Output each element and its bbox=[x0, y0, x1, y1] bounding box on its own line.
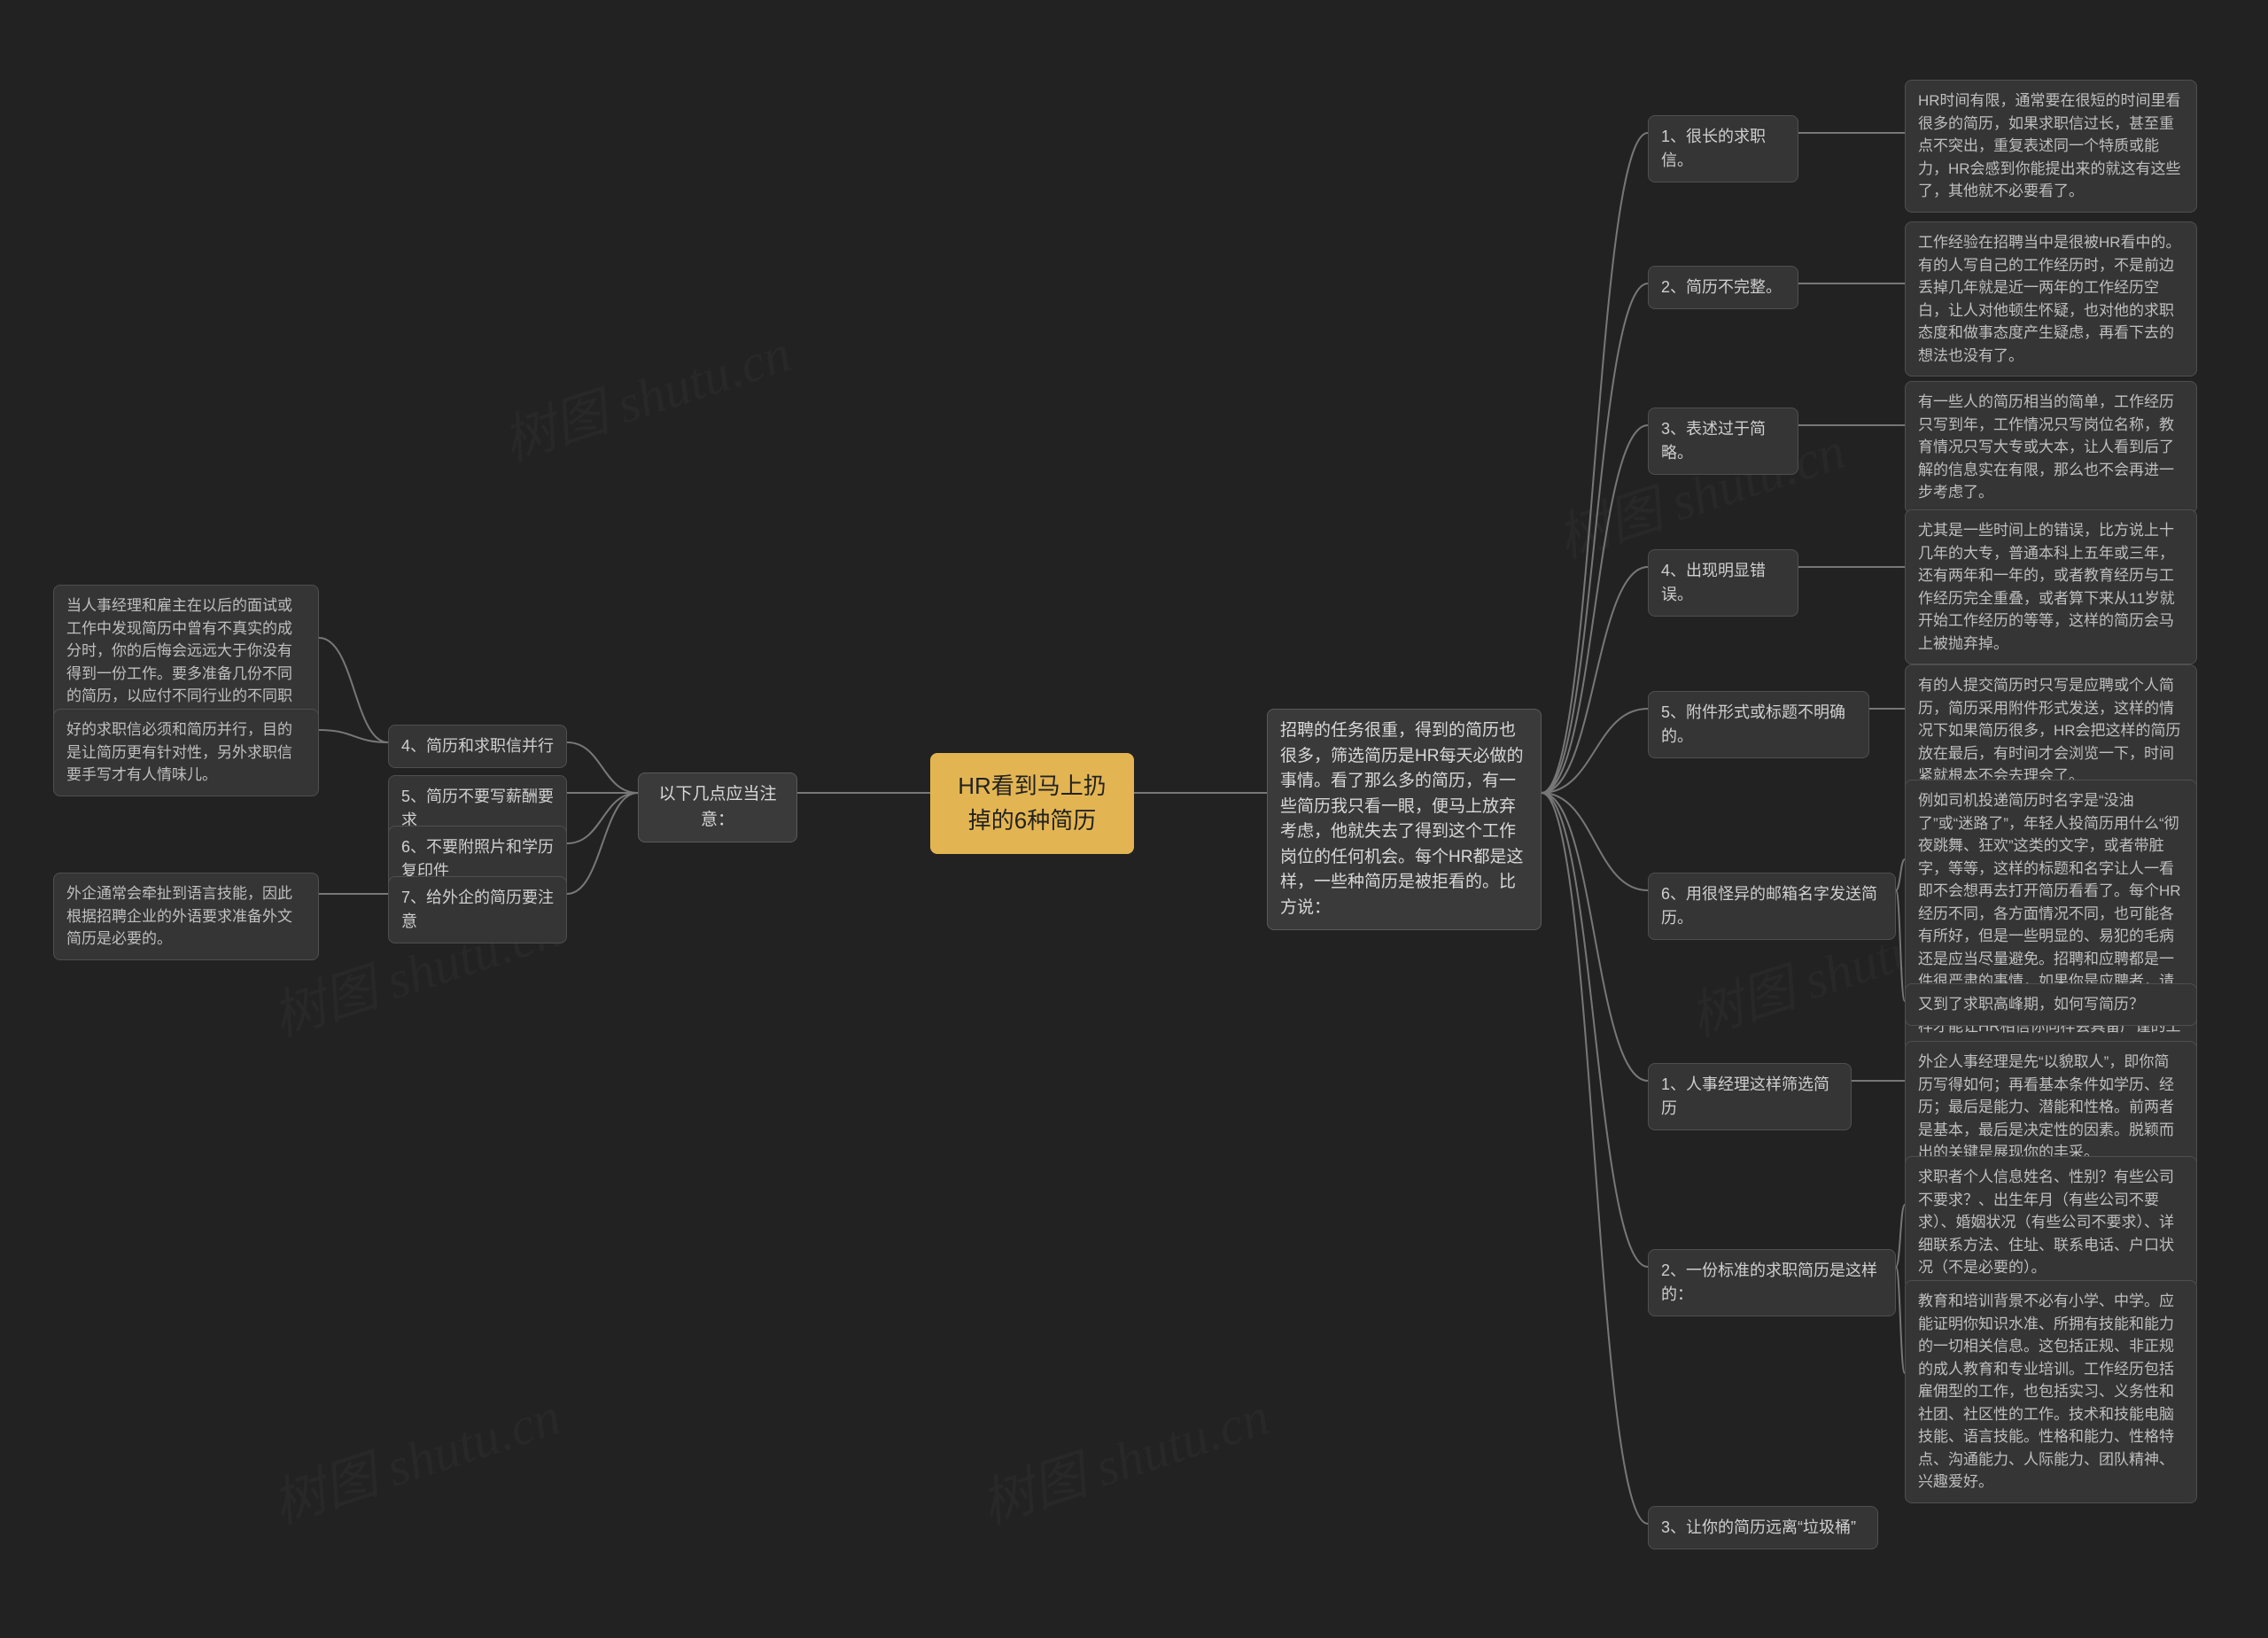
right-detail-7a: 外企人事经理是先“以貌取人”，即你简历写得如何；再看基本条件如学历、经历；最后是… bbox=[1905, 1041, 2197, 1174]
right-detail-4a: 尤其是一些时间上的错误，比方说上十几年的大专，普通本科上五年或三年，还有两年和一… bbox=[1905, 509, 2197, 664]
right-item-8[interactable]: 2、一份标准的求职简历是这样的： bbox=[1648, 1249, 1896, 1316]
right-item-3[interactable]: 3、表述过于简略。 bbox=[1648, 408, 1798, 475]
right-detail-8a: 求职者个人信息姓名、性别？有些公司不要求？、出生年月（有些公司不要求）、婚姻状况… bbox=[1905, 1156, 2197, 1289]
left-item-7[interactable]: 7、给外企的简历要注意 bbox=[388, 876, 567, 943]
right-detail-6b: 又到了求职高峰期，如何写简历？ bbox=[1905, 983, 2197, 1026]
watermark: 树图 shutu.cn bbox=[261, 1373, 569, 1539]
right-detail-1a: HR时间有限，通常要在很短的时间里看很多的简历，如果求职信过长，甚至重点不突出，… bbox=[1905, 80, 2197, 213]
root-node[interactable]: HR看到马上扔掉的6种简历 bbox=[930, 753, 1134, 854]
right-item-9[interactable]: 3、让你的简历远离“垃圾桶” bbox=[1648, 1506, 1878, 1549]
left-detail-7a: 外企通常会牵扯到语言技能，因此根据招聘企业的外语要求准备外文简历是必要的。 bbox=[53, 873, 319, 960]
left-branch-title[interactable]: 以下几点应当注意： bbox=[638, 772, 797, 842]
left-item-4[interactable]: 4、简历和求职信并行 bbox=[388, 725, 567, 768]
right-detail-2a: 工作经验在招聘当中是很被HR看中的。有的人写自己的工作经历时，不是前边丢掉几年就… bbox=[1905, 221, 2197, 377]
right-branch-title[interactable]: 招聘的任务很重，得到的简历也很多，筛选简历是HR每天必做的事情。看了那么多的简历… bbox=[1267, 709, 1542, 930]
right-detail-8b: 教育和培训背景不必有小学、中学。应能证明你知识水准、所拥有技能和能力的一切相关信… bbox=[1905, 1280, 2197, 1503]
right-item-2[interactable]: 2、简历不完整。 bbox=[1648, 266, 1798, 309]
right-item-5[interactable]: 5、附件形式或标题不明确的。 bbox=[1648, 691, 1869, 758]
right-item-6[interactable]: 6、用很怪异的邮箱名字发送简历。 bbox=[1648, 873, 1896, 940]
right-item-7[interactable]: 1、人事经理这样筛选简历 bbox=[1648, 1063, 1852, 1130]
right-detail-3a: 有一些人的简历相当的简单，工作经历只写到年，工作情况只写岗位名称，教育情况只写大… bbox=[1905, 381, 2197, 514]
right-item-4[interactable]: 4、出现明显错误。 bbox=[1648, 549, 1798, 617]
mindmap-canvas: 树图 shutu.cn 树图 shutu.cn 树图 shutu.cn 树图 s… bbox=[0, 0, 2268, 1638]
watermark: 树图 shutu.cn bbox=[492, 310, 799, 476]
watermark: 树图 shutu.cn bbox=[970, 1373, 1278, 1539]
right-detail-5a: 有的人提交简历时只写是应聘或个人简历，简历采用附件形式发送，这样的情况下如果简历… bbox=[1905, 664, 2197, 797]
right-item-1[interactable]: 1、很长的求职信。 bbox=[1648, 115, 1798, 182]
right-detail-6a: 例如司机投递简历时名字是“没油了”或“迷路了”，年轻人投简历用什么“彻夜跳舞、狂… bbox=[1905, 780, 2197, 1070]
left-detail-4b: 好的求职信必须和简历并行，目的是让简历更有针对性，另外求职信要手写才有人情味儿。 bbox=[53, 709, 319, 796]
